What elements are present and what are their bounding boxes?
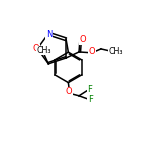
Text: O: O bbox=[33, 44, 39, 53]
Text: O: O bbox=[89, 47, 95, 56]
Text: O: O bbox=[80, 35, 86, 44]
Text: F: F bbox=[88, 95, 93, 104]
Text: F: F bbox=[87, 85, 92, 94]
Text: N: N bbox=[46, 31, 52, 40]
Text: CH₃: CH₃ bbox=[108, 47, 123, 56]
Text: CH₃: CH₃ bbox=[36, 46, 51, 55]
Text: O: O bbox=[66, 87, 73, 96]
